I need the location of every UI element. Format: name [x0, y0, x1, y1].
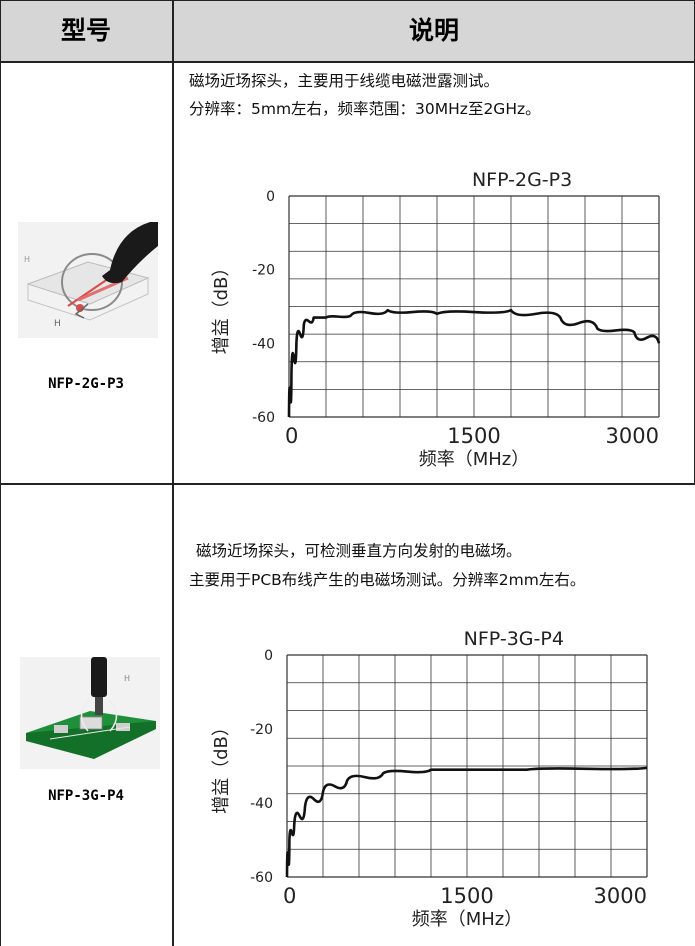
hand-holding-probe-icon: H H: [18, 222, 158, 338]
y-tick-label: -40: [252, 336, 275, 352]
header-divider: [0, 61, 695, 63]
description-line-2: 主要用于PCB布线产生的电磁场测试。分辨率2mm左右。: [189, 571, 586, 589]
table-border-top: [0, 0, 695, 1]
row-divider: [0, 483, 695, 485]
svg-text:H: H: [54, 319, 61, 329]
description-line-1: 磁场近场探头，主要用于线缆电磁泄露测试。: [189, 72, 500, 90]
y-tick-label: -60: [250, 870, 273, 886]
x-axis-label: 频率（MHz）: [412, 909, 523, 930]
probe-on-pcb-icon: H: [20, 657, 160, 769]
y-axis-label: 增益（dB）: [211, 718, 232, 814]
table-header: [1, 1, 694, 61]
y-tick-label: -60: [252, 410, 275, 426]
x-tick-label: 0: [285, 424, 298, 448]
x-tick-label: 0: [283, 884, 296, 908]
x-tick-label: 1500: [447, 424, 500, 448]
x-axis-label: 频率（MHz）: [419, 449, 530, 470]
series-line: [287, 308, 661, 418]
model-name-nfp-3g-p4: NFP-3G-P4: [48, 788, 124, 804]
y-tick-label: -20: [250, 722, 273, 738]
y-tick-label: 0: [266, 189, 275, 205]
column-divider: [172, 0, 174, 946]
model-name-nfp-2g-p3: NFP-2G-P3: [48, 376, 124, 392]
x-tick-label: 3000: [594, 884, 647, 908]
product-photo-nfp-3g-p4: H: [20, 657, 160, 773]
y-tick-label: 0: [264, 648, 273, 664]
x-tick-label: 3000: [606, 424, 659, 448]
y-tick-label: -40: [250, 796, 273, 812]
series-line: [285, 766, 648, 878]
chart-nfp-3g-p4: NFP-3G-P4 0 -20 -40 -60 0 1500 3000 频率（MHz） 增益（dB…: [211, 628, 648, 930]
table-border-left: [0, 0, 1, 946]
header-description: 说明: [408, 16, 459, 45]
y-tick-label: -20: [252, 263, 275, 279]
header-model: 型号: [60, 16, 111, 45]
svg-text:H: H: [24, 255, 30, 264]
chart-title: NFP-2G-P3: [472, 169, 572, 191]
description-line-1: 磁场近场探头，可检测垂直方向发射的电磁场。: [196, 542, 522, 560]
chart-title: NFP-3G-P4: [464, 628, 564, 650]
svg-text:H: H: [124, 674, 130, 683]
description-line-2: 分辨率：5mm左右，频率范围：30MHz至2GHz。: [189, 100, 541, 118]
x-tick-label: 1500: [440, 884, 493, 908]
product-photo-nfp-2g-p3: H H: [18, 222, 158, 342]
chart-nfp-2g-p3: NFP-2G-P3 0 -20 -40 -60 0 1500 3000 频率（MHz） 增益（dB…: [211, 169, 661, 470]
y-axis-label: 增益（dB）: [211, 259, 232, 355]
